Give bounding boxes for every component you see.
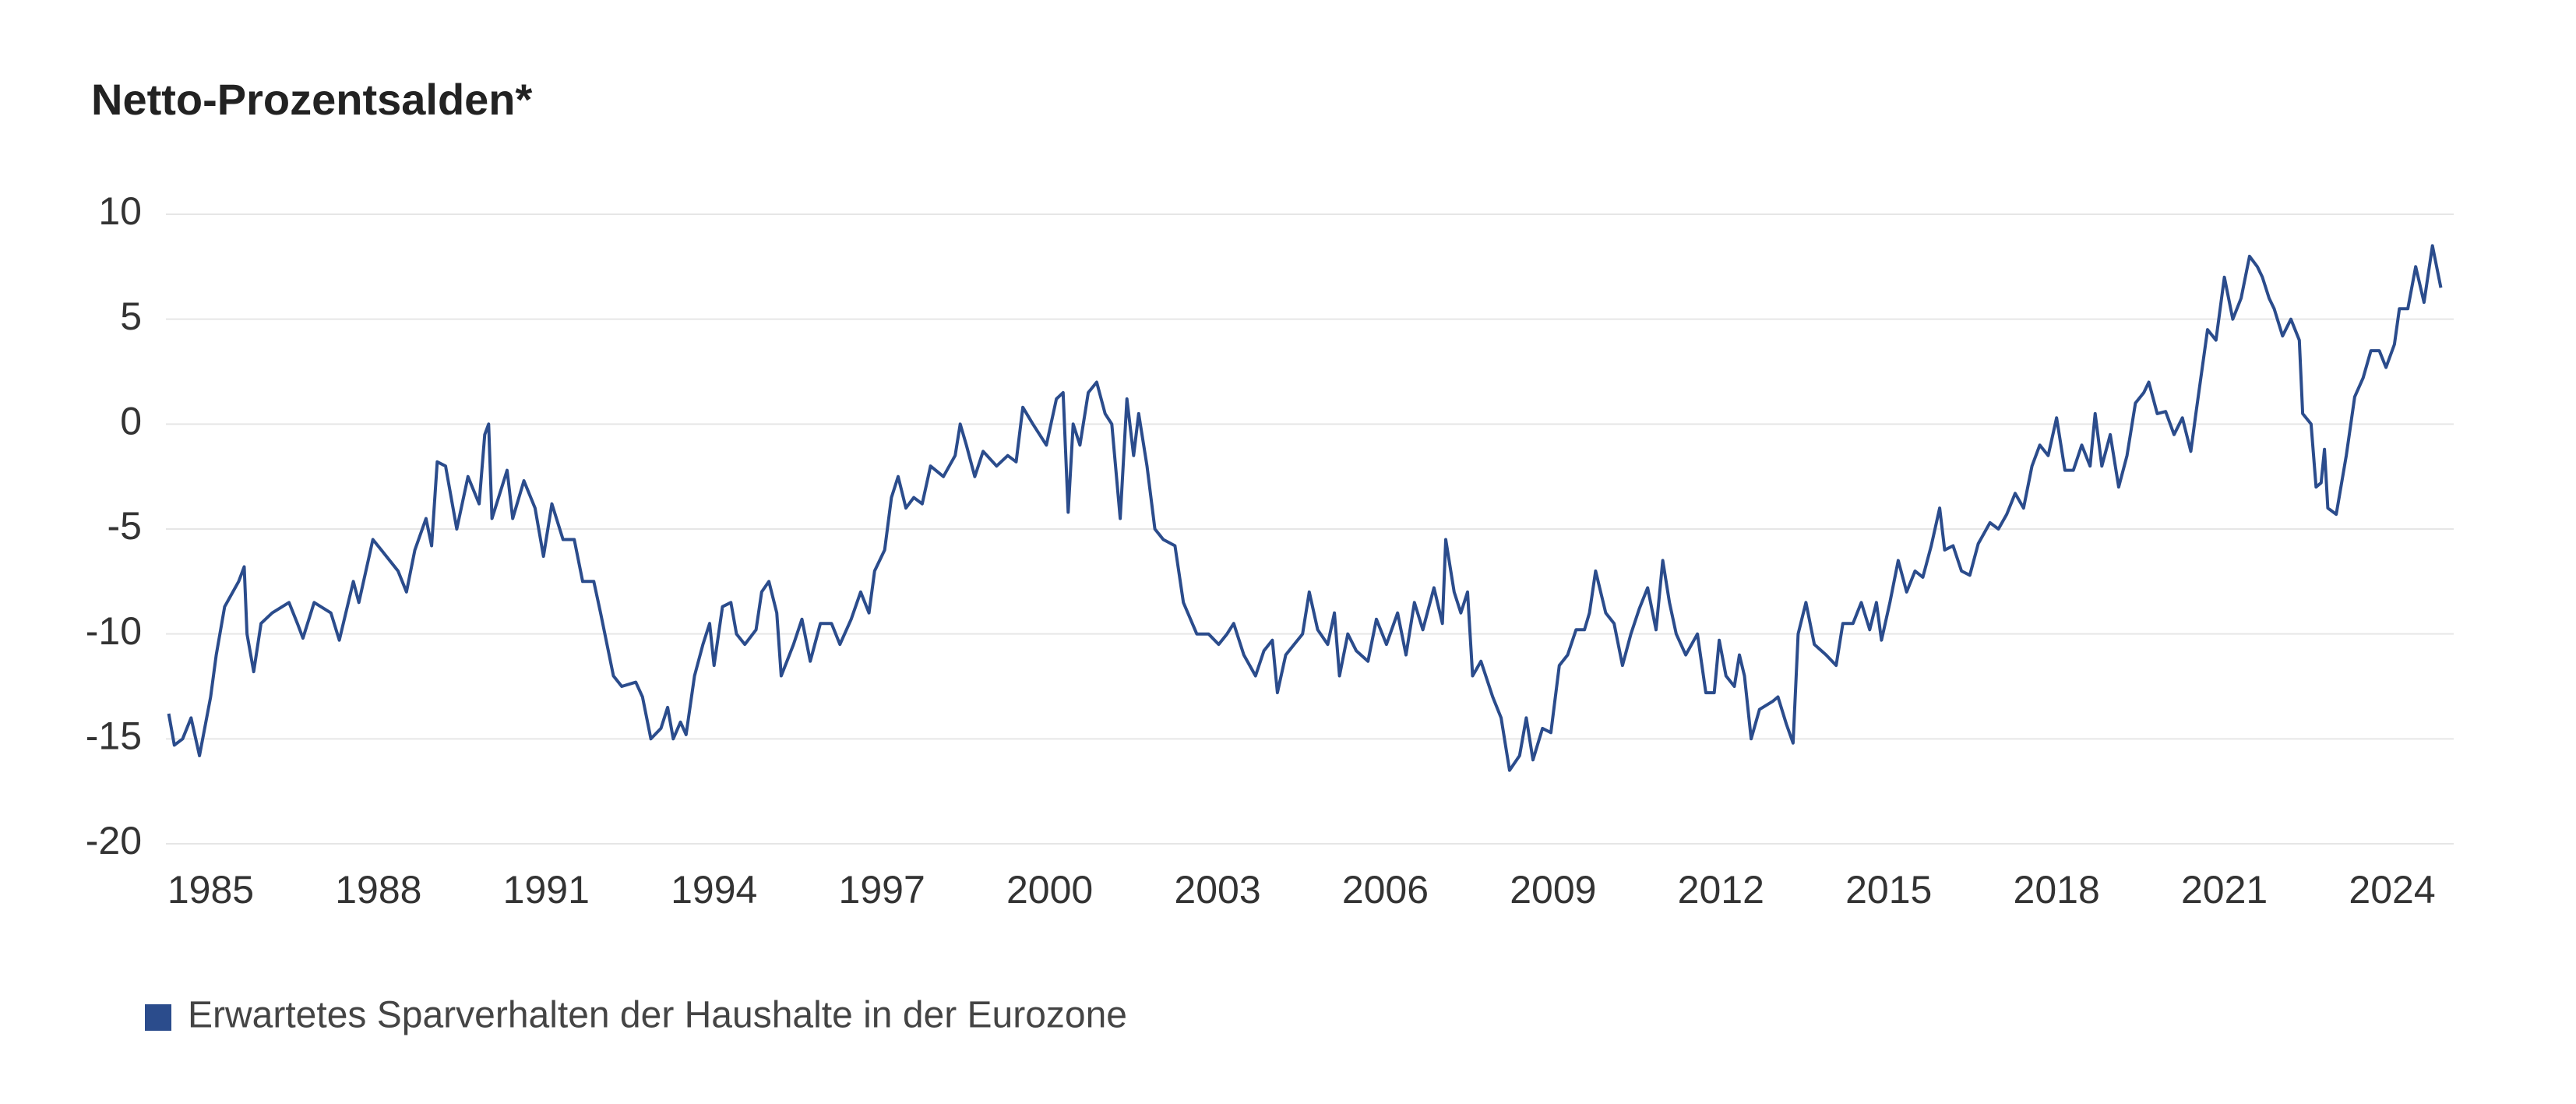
- x-tick-label: 2003: [1174, 868, 1260, 912]
- y-tick-label: 5: [120, 295, 142, 338]
- y-tick-label: -5: [107, 504, 142, 548]
- x-tick-label: 2021: [2181, 868, 2268, 912]
- y-tick-label: -20: [86, 819, 142, 862]
- x-tick-label: 1985: [167, 868, 254, 912]
- y-tick-label: -15: [86, 714, 142, 758]
- y-tick-label: -10: [86, 609, 142, 653]
- x-tick-label: 1997: [839, 868, 925, 912]
- x-tick-label: 1991: [503, 868, 590, 912]
- x-tick-label: 2000: [1006, 868, 1093, 912]
- x-tick-label: 2015: [1845, 868, 1932, 912]
- x-tick-label: 2012: [1678, 868, 1764, 912]
- y-tick-label: 0: [120, 400, 142, 443]
- y-tick-label: 10: [98, 189, 142, 233]
- x-tick-label: 2018: [2014, 868, 2100, 912]
- x-tick-label: 2024: [2349, 868, 2435, 912]
- legend-label: Erwartetes Sparverhalten der Haushalte i…: [188, 995, 1127, 1036]
- chart-title: Netto-Prozentsalden*: [91, 75, 532, 124]
- x-tick-label: 2009: [1510, 868, 1596, 912]
- x-tick-label: 1994: [671, 868, 757, 912]
- x-tick-label: 2006: [1342, 868, 1429, 912]
- legend-swatch: [145, 1004, 171, 1031]
- x-tick-label: 1988: [335, 868, 421, 912]
- data-line: [167, 244, 2443, 772]
